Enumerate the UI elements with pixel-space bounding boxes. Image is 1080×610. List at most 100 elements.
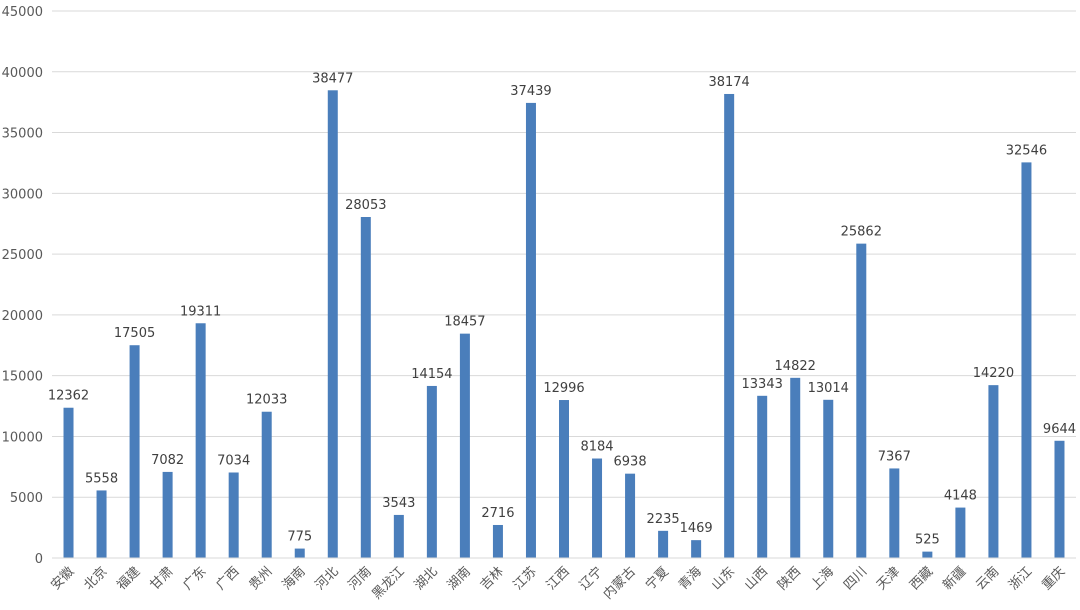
bar bbox=[426, 385, 437, 558]
x-tick-label: 海南 bbox=[279, 564, 309, 594]
x-tick-label: 新疆 bbox=[940, 564, 970, 594]
data-label: 8184 bbox=[580, 440, 613, 455]
bar bbox=[327, 90, 338, 559]
x-tick-label: 黑龙江 bbox=[369, 564, 407, 602]
x-tick-label: 云南 bbox=[973, 564, 1003, 594]
data-label: 2235 bbox=[647, 512, 680, 527]
data-label: 32546 bbox=[1006, 143, 1047, 158]
bar bbox=[790, 377, 801, 558]
x-tick-label: 上海 bbox=[808, 564, 837, 593]
bar bbox=[823, 399, 834, 558]
y-tick-label: 25000 bbox=[2, 248, 43, 263]
data-label: 12996 bbox=[543, 381, 584, 396]
bar bbox=[228, 472, 239, 558]
bar bbox=[1054, 440, 1065, 558]
x-tick-label: 贵州 bbox=[247, 564, 276, 593]
bar bbox=[492, 524, 503, 558]
x-tick-label: 河北 bbox=[313, 564, 342, 593]
data-label: 12033 bbox=[246, 393, 287, 408]
data-label: 38174 bbox=[708, 75, 749, 90]
y-tick-label: 20000 bbox=[2, 309, 43, 324]
data-label: 7082 bbox=[151, 453, 184, 468]
y-tick-label: 15000 bbox=[2, 370, 43, 385]
data-label: 775 bbox=[287, 530, 312, 545]
data-label: 17505 bbox=[114, 326, 155, 341]
bar bbox=[195, 323, 206, 558]
x-tick-label: 西藏 bbox=[907, 564, 936, 593]
bar bbox=[294, 548, 305, 558]
bar bbox=[525, 102, 536, 559]
bar bbox=[856, 243, 867, 558]
bar bbox=[691, 540, 702, 558]
bar bbox=[261, 411, 272, 558]
x-tick-label: 四川 bbox=[841, 564, 870, 593]
bar bbox=[724, 93, 735, 559]
bar bbox=[63, 407, 74, 558]
y-tick-label: 0 bbox=[35, 552, 43, 567]
data-label: 3543 bbox=[382, 496, 415, 511]
bar bbox=[96, 490, 107, 558]
x-tick-label: 浙江 bbox=[1006, 564, 1035, 593]
bar bbox=[393, 514, 404, 558]
x-tick-label: 湖北 bbox=[412, 564, 441, 593]
bar bbox=[162, 471, 173, 558]
data-label: 13014 bbox=[808, 381, 849, 396]
data-label: 18457 bbox=[444, 315, 485, 330]
y-tick-label: 30000 bbox=[2, 187, 43, 202]
bar bbox=[625, 473, 636, 558]
bar bbox=[559, 400, 569, 558]
x-tick-label: 重庆 bbox=[1039, 564, 1069, 594]
data-label: 14220 bbox=[973, 366, 1014, 381]
bar bbox=[955, 507, 966, 558]
x-tick-label: 江西 bbox=[544, 564, 573, 593]
x-tick-label: 河南 bbox=[345, 564, 375, 594]
x-tick-label: 山西 bbox=[742, 564, 771, 593]
x-tick-label: 青海 bbox=[676, 564, 705, 593]
y-tick-label: 35000 bbox=[2, 127, 43, 142]
data-label: 7367 bbox=[878, 449, 911, 464]
y-tick-label: 5000 bbox=[10, 491, 43, 506]
bar bbox=[592, 458, 603, 558]
bar bbox=[889, 468, 900, 558]
x-tick-label: 广东 bbox=[180, 564, 209, 593]
x-tick-label: 天津 bbox=[874, 564, 903, 593]
bar bbox=[658, 530, 669, 558]
x-tick-label: 北京 bbox=[81, 564, 110, 593]
x-tick-label: 宁夏 bbox=[642, 564, 672, 594]
bar bbox=[459, 333, 470, 558]
data-label: 13343 bbox=[742, 377, 783, 392]
data-label: 12362 bbox=[48, 389, 89, 404]
x-tick-label: 江苏 bbox=[510, 564, 540, 594]
x-tick-label: 甘肃 bbox=[147, 564, 176, 593]
bar bbox=[129, 345, 140, 558]
data-label: 6938 bbox=[614, 455, 647, 470]
y-tick-label: 10000 bbox=[2, 430, 43, 445]
y-tick-label: 45000 bbox=[2, 5, 43, 20]
x-tick-label: 辽宁 bbox=[576, 564, 606, 594]
data-label: 19311 bbox=[180, 304, 221, 319]
data-label: 28053 bbox=[345, 198, 386, 213]
data-label: 14822 bbox=[775, 359, 816, 374]
x-tick-label: 广西 bbox=[214, 564, 243, 593]
x-tick-label: 湖南 bbox=[444, 564, 474, 594]
data-label: 4148 bbox=[944, 489, 977, 504]
bar bbox=[922, 551, 933, 558]
data-label: 9644 bbox=[1043, 422, 1076, 437]
data-label: 14154 bbox=[411, 367, 452, 382]
data-label: 5558 bbox=[85, 471, 118, 486]
bar bbox=[757, 395, 768, 558]
x-tick-label: 内蒙古 bbox=[600, 564, 639, 603]
x-tick-label: 陕西 bbox=[775, 564, 804, 593]
data-label: 1469 bbox=[680, 521, 713, 536]
data-label: 2716 bbox=[481, 506, 514, 521]
data-label: 525 bbox=[915, 533, 940, 548]
y-tick-label: 40000 bbox=[2, 66, 43, 81]
bar bbox=[988, 385, 999, 558]
bar bbox=[1021, 162, 1032, 558]
x-tick-label: 山东 bbox=[709, 564, 738, 593]
x-tick-label: 福建 bbox=[114, 564, 143, 593]
x-tick-label: 安徽 bbox=[48, 564, 77, 593]
data-label: 37439 bbox=[510, 84, 551, 99]
data-label: 25862 bbox=[841, 225, 882, 240]
